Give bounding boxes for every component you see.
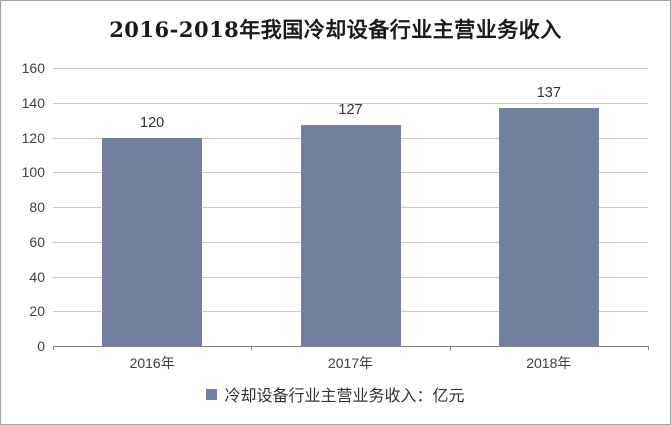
x-axis-tick bbox=[450, 346, 451, 350]
legend-label: 冷却设备行业主营业务收入：亿元 bbox=[224, 388, 465, 405]
y-axis-tick-label: 40 bbox=[29, 268, 45, 285]
y-axis-tick-label: 0 bbox=[37, 338, 45, 354]
x-axis-tick bbox=[251, 346, 252, 350]
gridline bbox=[53, 68, 648, 69]
legend: 冷却设备行业主营业务收入：亿元 bbox=[1, 382, 670, 406]
y-axis-tick-label: 100 bbox=[21, 164, 45, 181]
x-axis-line bbox=[53, 346, 648, 347]
bar-value-label: 120 bbox=[140, 114, 165, 131]
y-axis-tick-label: 140 bbox=[21, 94, 45, 111]
plot-area: 0 20 40 60 80 100 120 140 160 120 2016年 127 2017年 137… bbox=[22, 60, 649, 371]
gridline bbox=[53, 102, 648, 104]
y-axis-tick-label: 60 bbox=[29, 233, 45, 250]
bar bbox=[300, 125, 401, 346]
x-axis-tick-label: 2018年 bbox=[526, 355, 572, 371]
x-axis-tick bbox=[53, 346, 54, 350]
y-axis-tick-label: 80 bbox=[29, 199, 45, 215]
x-axis-tick-label: 2016年 bbox=[129, 355, 175, 371]
y-axis-tick-label: 160 bbox=[21, 60, 45, 76]
chart-title: 2016-2018年我国冷却设备行业主营业务收入 bbox=[109, 17, 562, 42]
bar-value-label: 127 bbox=[338, 102, 363, 119]
legend-square-marker-icon bbox=[206, 388, 218, 400]
bar bbox=[102, 137, 203, 346]
bar bbox=[498, 107, 599, 346]
bar-value-label: 137 bbox=[536, 84, 561, 101]
y-axis-tick-label: 20 bbox=[29, 303, 45, 320]
y-axis-tick-label: 120 bbox=[21, 129, 45, 146]
x-axis-tick-label: 2017年 bbox=[327, 355, 374, 371]
x-axis-tick bbox=[648, 346, 649, 350]
